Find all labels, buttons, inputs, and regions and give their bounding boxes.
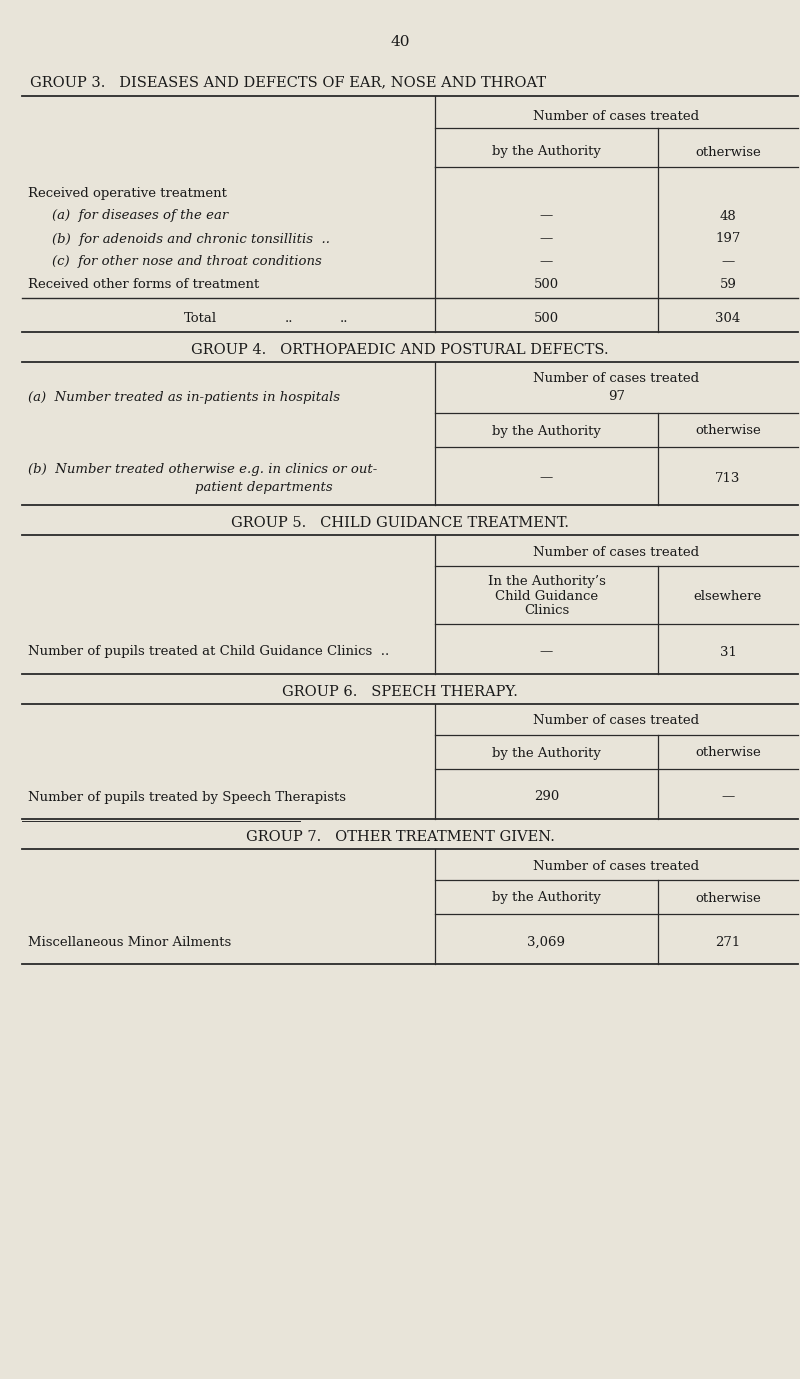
- Text: Child Guidance: Child Guidance: [495, 589, 598, 603]
- Text: 59: 59: [719, 279, 737, 291]
- Text: Number of pupils treated by Speech Therapists: Number of pupils treated by Speech Thera…: [28, 790, 346, 804]
- Text: Clinics: Clinics: [524, 604, 569, 616]
- Text: 48: 48: [720, 210, 736, 222]
- Text: In the Authority’s: In the Authority’s: [487, 575, 606, 589]
- Text: —: —: [540, 472, 553, 484]
- Text: otherwise: otherwise: [695, 425, 761, 437]
- Text: Received other forms of treatment: Received other forms of treatment: [28, 279, 259, 291]
- Text: ..: ..: [340, 312, 349, 324]
- Text: GROUP 7.   OTHER TREATMENT GIVEN.: GROUP 7. OTHER TREATMENT GIVEN.: [246, 830, 554, 844]
- Text: Number of pupils treated at Child Guidance Clinics  ..: Number of pupils treated at Child Guidan…: [28, 645, 390, 659]
- Text: otherwise: otherwise: [695, 146, 761, 159]
- Text: 197: 197: [715, 233, 741, 245]
- Text: —: —: [722, 790, 734, 804]
- Text: elsewhere: elsewhere: [694, 589, 762, 603]
- Text: 500: 500: [534, 312, 559, 324]
- Text: 97: 97: [608, 390, 625, 404]
- Text: Number of cases treated: Number of cases treated: [534, 714, 699, 728]
- Text: —: —: [722, 255, 734, 269]
- Text: GROUP 4.   ORTHOPAEDIC AND POSTURAL DEFECTS.: GROUP 4. ORTHOPAEDIC AND POSTURAL DEFECT…: [191, 343, 609, 357]
- Text: 304: 304: [715, 312, 741, 324]
- Text: Received operative treatment: Received operative treatment: [28, 186, 227, 200]
- Text: (b)  for adenoids and chronic tonsillitis  ..: (b) for adenoids and chronic tonsillitis…: [52, 233, 330, 245]
- Text: (c)  for other nose and throat conditions: (c) for other nose and throat conditions: [52, 255, 322, 269]
- Text: 40: 40: [390, 34, 410, 50]
- Text: Number of cases treated: Number of cases treated: [534, 372, 699, 386]
- Text: 290: 290: [534, 790, 559, 804]
- Text: GROUP 6.   SPEECH THERAPY.: GROUP 6. SPEECH THERAPY.: [282, 685, 518, 699]
- Text: —: —: [540, 645, 553, 659]
- Text: (a)  Number treated as in-patients in hospitals: (a) Number treated as in-patients in hos…: [28, 390, 340, 404]
- Text: by the Authority: by the Authority: [492, 891, 601, 905]
- Text: Total: Total: [183, 312, 217, 324]
- Text: Number of cases treated: Number of cases treated: [534, 859, 699, 873]
- Text: —: —: [540, 210, 553, 222]
- Text: Miscellaneous Minor Ailments: Miscellaneous Minor Ailments: [28, 935, 231, 949]
- Text: 271: 271: [715, 935, 741, 949]
- Text: (b)  Number treated otherwise e.g. in clinics or out-: (b) Number treated otherwise e.g. in cli…: [28, 462, 378, 476]
- Text: 713: 713: [715, 472, 741, 484]
- Text: Number of cases treated: Number of cases treated: [534, 546, 699, 558]
- Text: otherwise: otherwise: [695, 746, 761, 760]
- Text: patient departments: patient departments: [195, 480, 333, 494]
- Text: (a)  for diseases of the ear: (a) for diseases of the ear: [52, 210, 228, 222]
- Text: GROUP 3.   DISEASES AND DEFECTS OF EAR, NOSE AND THROAT: GROUP 3. DISEASES AND DEFECTS OF EAR, NO…: [30, 74, 546, 90]
- Text: by the Authority: by the Authority: [492, 146, 601, 159]
- Text: Number of cases treated: Number of cases treated: [534, 109, 699, 123]
- Text: 3,069: 3,069: [527, 935, 566, 949]
- Text: —: —: [540, 255, 553, 269]
- Text: by the Authority: by the Authority: [492, 425, 601, 437]
- Text: 500: 500: [534, 279, 559, 291]
- Text: 31: 31: [719, 645, 737, 659]
- Text: GROUP 5.   CHILD GUIDANCE TREATMENT.: GROUP 5. CHILD GUIDANCE TREATMENT.: [231, 516, 569, 530]
- Text: otherwise: otherwise: [695, 891, 761, 905]
- Text: —: —: [540, 233, 553, 245]
- Text: ..: ..: [285, 312, 294, 324]
- Text: by the Authority: by the Authority: [492, 746, 601, 760]
